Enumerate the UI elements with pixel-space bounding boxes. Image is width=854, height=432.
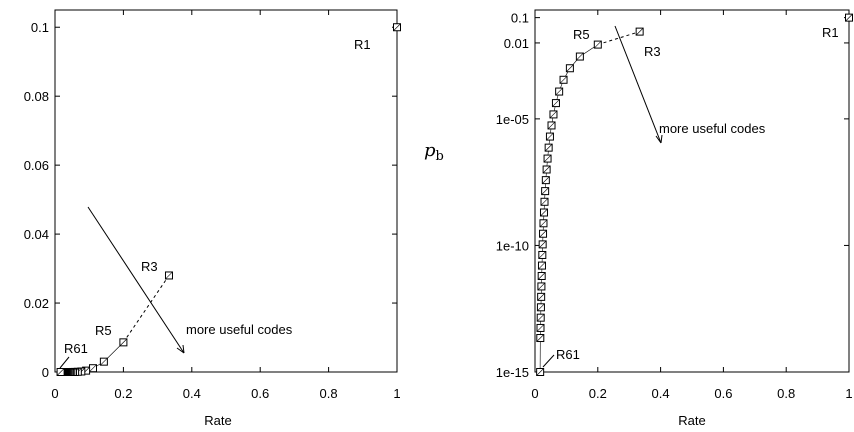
right-data-point-mark bbox=[541, 187, 549, 195]
right-y-tick-label: 0.1 bbox=[511, 11, 529, 26]
right-x-ticks: 0 0.2 0.4 0.6 0.8 1 bbox=[531, 10, 853, 401]
left-data-point-mark bbox=[89, 364, 97, 372]
right-label-r61: R61 bbox=[556, 347, 580, 362]
left-y-tick-label: 0.08 bbox=[24, 89, 49, 104]
left-x-ticks: 0 0.2 0.4 0.6 0.8 1 bbox=[51, 10, 401, 401]
left-x-tick-label: 0.6 bbox=[251, 386, 269, 401]
right-y-tick-label: 1e-10 bbox=[496, 238, 529, 253]
right-x-tick-label: 0.4 bbox=[652, 386, 670, 401]
right-x-tick-label: 1 bbox=[845, 386, 852, 401]
right-data-point-mark bbox=[544, 143, 553, 152]
left-label-r61: R61 bbox=[64, 341, 88, 356]
right-data-point-mark bbox=[538, 261, 546, 270]
left-x-tick-label: 0.4 bbox=[183, 386, 201, 401]
right-data-point-mark bbox=[540, 208, 548, 217]
right-data-point-mark bbox=[543, 154, 552, 163]
right-y-axis-label: pb bbox=[424, 140, 444, 164]
right-data-point-mark bbox=[566, 64, 574, 72]
right-plot-frame bbox=[534, 9, 850, 373]
left-y-tick-label: 0 bbox=[42, 365, 49, 380]
right-y-tick-label: 0.01 bbox=[504, 36, 529, 51]
right-data-point-mark bbox=[536, 324, 545, 332]
right-data-point-mark bbox=[540, 198, 549, 206]
left-x-tick-label: 0.2 bbox=[114, 386, 132, 401]
left-arrow-shaft bbox=[87, 206, 185, 354]
left-label-r3: R3 bbox=[141, 259, 158, 274]
right-data-point-mark bbox=[635, 27, 644, 36]
right-x-tick-label: 0.8 bbox=[777, 386, 795, 401]
left-dashed-connector bbox=[122, 275, 170, 343]
left-label-r5: R5 bbox=[95, 323, 112, 338]
right-data-point-mark bbox=[538, 251, 547, 259]
right-data-point-mark bbox=[594, 40, 602, 49]
right-series bbox=[536, 13, 853, 376]
left-data-point-mark bbox=[165, 271, 173, 280]
right-data-point-mark bbox=[546, 132, 554, 141]
right-label-r1: R1 bbox=[822, 25, 839, 40]
right-dashed-connector bbox=[597, 31, 640, 46]
right-data-point-mark bbox=[536, 368, 544, 376]
right-x-tick-label: 0.2 bbox=[589, 386, 607, 401]
left-label-r1: R1 bbox=[354, 37, 371, 52]
right-arrow-shaft bbox=[614, 25, 662, 144]
left-y-tick-label: 0.02 bbox=[24, 296, 49, 311]
left-chart: 0 0.2 0.4 0.6 0.8 1 0 0.02 0.04 0.06 0.08 0.1 Rate… bbox=[24, 9, 401, 428]
right-annotations: R1 R3 R5 R61 more useful codes bbox=[542, 25, 839, 368]
right-curve-line bbox=[539, 44, 598, 373]
right-data-point-mark bbox=[537, 272, 546, 280]
right-data-point-mark bbox=[537, 313, 545, 322]
left-data-point-mark bbox=[119, 338, 128, 347]
right-data-point-mark bbox=[537, 282, 546, 291]
right-data-point-mark bbox=[536, 334, 545, 342]
left-annotations: R1 R3 R5 R61 more useful codes bbox=[59, 37, 371, 369]
right-data-point-mark bbox=[542, 165, 551, 174]
right-r61-leader bbox=[542, 354, 555, 368]
left-y-tick-label: 0.06 bbox=[24, 158, 49, 173]
right-label-more-useful: more useful codes bbox=[659, 121, 766, 136]
right-y-tick-label: 1e-15 bbox=[496, 365, 529, 380]
right-data-point-mark bbox=[537, 303, 545, 312]
left-x-tick-label: 0.8 bbox=[320, 386, 338, 401]
right-arrow-head bbox=[655, 134, 663, 144]
right-data-point-mark bbox=[845, 13, 853, 22]
left-label-more-useful: more useful codes bbox=[186, 322, 293, 337]
right-data-point-mark bbox=[547, 121, 556, 130]
right-data-point-mark bbox=[542, 176, 550, 184]
right-data-point-mark bbox=[549, 110, 558, 119]
left-arrow-head bbox=[176, 344, 185, 354]
left-r61-leader bbox=[59, 356, 70, 369]
left-series bbox=[56, 23, 401, 376]
right-chart: 0 0.2 0.4 0.6 0.8 1 1e-15 1e-10 1e-05 0.01 0.1 Ra… bbox=[424, 9, 853, 428]
left-data-point-mark bbox=[100, 357, 108, 366]
right-label-r3: R3 bbox=[644, 44, 661, 59]
right-data-point-mark bbox=[559, 76, 568, 84]
left-data-point-mark bbox=[56, 368, 65, 376]
right-x-tick-label: 0 bbox=[531, 386, 538, 401]
left-x-tick-label: 1 bbox=[393, 386, 400, 401]
right-data-point-mark bbox=[555, 87, 563, 96]
left-x-axis-label: Rate bbox=[204, 413, 231, 428]
right-y-ticks: 1e-15 1e-10 1e-05 0.01 0.1 bbox=[496, 11, 849, 380]
left-x-tick-label: 0 bbox=[51, 386, 58, 401]
left-y-tick-label: 0.04 bbox=[24, 227, 49, 242]
left-data-point-mark bbox=[393, 23, 401, 31]
right-data-point-mark bbox=[539, 230, 547, 238]
right-y-tick-label: 1e-05 bbox=[496, 112, 529, 127]
right-label-r5: R5 bbox=[573, 27, 590, 42]
left-y-tick-label: 0.1 bbox=[31, 20, 49, 35]
right-x-tick-label: 0.6 bbox=[714, 386, 732, 401]
right-data-point-mark bbox=[539, 219, 548, 227]
right-data-point-mark bbox=[552, 99, 560, 107]
right-data-point-mark bbox=[537, 293, 545, 301]
right-data-point-mark bbox=[538, 240, 547, 249]
right-data-point-mark bbox=[576, 52, 584, 61]
right-x-axis-label: Rate bbox=[678, 413, 705, 428]
left-plot-frame bbox=[54, 9, 398, 373]
